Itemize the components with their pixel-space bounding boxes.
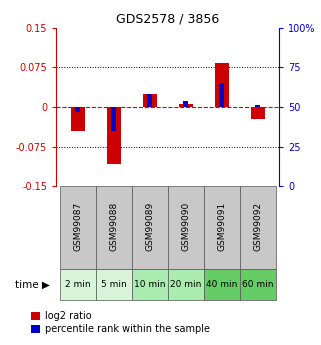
Bar <box>183 101 188 107</box>
Bar <box>147 94 152 107</box>
Bar <box>75 107 80 112</box>
Bar <box>240 186 276 269</box>
Text: GSM99090: GSM99090 <box>181 201 190 251</box>
Bar <box>111 107 116 131</box>
Bar <box>168 269 204 300</box>
Bar <box>240 269 276 300</box>
Text: time ▶: time ▶ <box>15 280 50 289</box>
Bar <box>204 269 240 300</box>
Bar <box>71 107 85 131</box>
Bar <box>143 94 157 107</box>
Bar <box>204 186 240 269</box>
Bar <box>219 83 224 107</box>
Bar <box>107 107 121 164</box>
Bar <box>179 104 193 107</box>
Bar <box>60 269 96 300</box>
Text: 5 min: 5 min <box>101 280 126 289</box>
Bar <box>96 269 132 300</box>
Text: GSM99091: GSM99091 <box>217 201 226 251</box>
Text: GSM99088: GSM99088 <box>109 201 118 251</box>
Bar <box>255 105 260 107</box>
Text: 40 min: 40 min <box>206 280 238 289</box>
Bar <box>96 186 132 269</box>
Title: GDS2578 / 3856: GDS2578 / 3856 <box>116 12 219 25</box>
Bar <box>60 186 96 269</box>
Text: 10 min: 10 min <box>134 280 166 289</box>
Bar <box>215 63 229 107</box>
Text: 20 min: 20 min <box>170 280 201 289</box>
Bar <box>132 186 168 269</box>
Text: GSM99092: GSM99092 <box>253 201 262 250</box>
Text: GSM99087: GSM99087 <box>73 201 82 251</box>
Text: GSM99089: GSM99089 <box>145 201 154 251</box>
Bar <box>251 107 265 119</box>
Bar <box>168 186 204 269</box>
Text: 2 min: 2 min <box>65 280 91 289</box>
Bar <box>132 269 168 300</box>
Text: 60 min: 60 min <box>242 280 273 289</box>
Legend: log2 ratio, percentile rank within the sample: log2 ratio, percentile rank within the s… <box>27 307 214 338</box>
